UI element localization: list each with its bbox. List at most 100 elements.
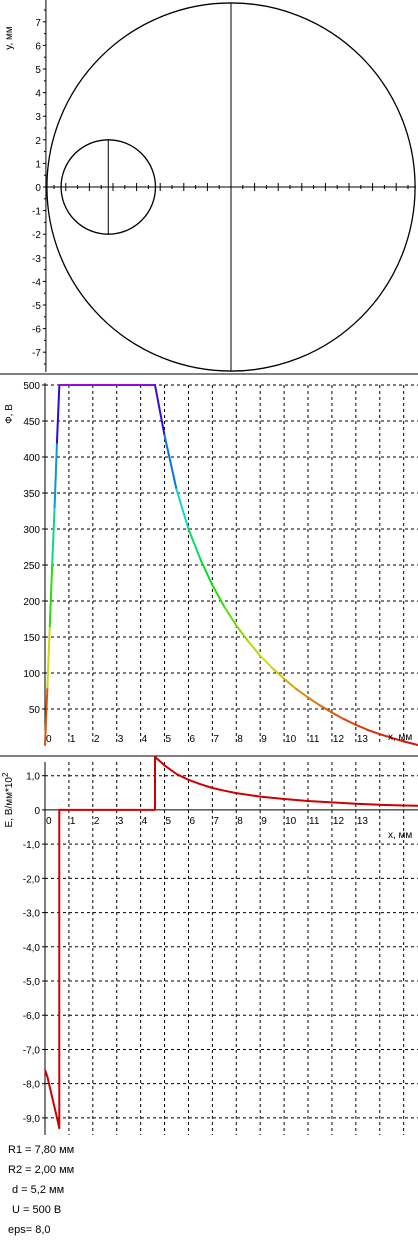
potential-x-tick-label: 7 [213, 734, 219, 745]
potential-series-segment [342, 718, 357, 726]
geometry-y-tick-label: -3 [32, 254, 41, 265]
potential-y-tick-label: 350 [23, 489, 40, 500]
potential-series-segment [259, 654, 274, 669]
geometry-y-tick-label: 5 [35, 65, 41, 76]
field-y-tick-label: -5,0 [23, 977, 41, 988]
field-y-tick-label: 0 [34, 806, 40, 817]
field-y-tick-label: -6,0 [23, 1011, 41, 1022]
potential-series-segment [48, 564, 54, 628]
field-y-tick-label: -1,0 [23, 840, 41, 851]
potential-series-segment [199, 558, 214, 587]
geometry-y-tick-label: 0 [35, 183, 41, 194]
potential-series-segment [378, 733, 393, 739]
potential-y-tick-label: 200 [23, 597, 40, 608]
field-y-tick-label: -4,0 [23, 943, 41, 954]
potential-y-tick-label: 500 [23, 381, 40, 392]
field-x-axis-label: x, мм [388, 830, 412, 841]
field-x-tick-label: 7 [213, 816, 219, 827]
inner-circle [60, 139, 157, 235]
geometry-y-tick-label: -5 [32, 301, 41, 312]
potential-series-segment [163, 434, 178, 491]
field-x-tick-label: 10 [285, 816, 297, 827]
field-x-tick-label: 6 [189, 816, 195, 827]
field-x-tick-label: 9 [261, 816, 267, 827]
field-series-line-path [44, 755, 418, 1130]
field-x-tick-label: 5 [166, 816, 172, 827]
field-x-tick-label: 12 [333, 816, 345, 827]
potential-series-segment [402, 740, 418, 746]
field-y-tick-label: -3,0 [23, 909, 41, 920]
potential-series-segment [153, 384, 166, 437]
potential-series-segment [283, 677, 298, 690]
field-y-axis-label: E, В/мм*102 [1, 772, 15, 827]
potential-series-segment [187, 528, 202, 561]
field-y-tick-label: -8,0 [23, 1080, 41, 1091]
potential-series-segment [235, 624, 250, 643]
potential-x-tick-label: 6 [189, 734, 195, 745]
potential-y-axis-label: Ф, В [4, 404, 15, 424]
param-d: d = 5,2 мм [12, 1184, 65, 1196]
potential-y-tick-label: 150 [23, 633, 40, 644]
geometry-plot: y, мм 7 6 5 4 3 2 1 0 -1 -2 -3 -4 -5 -6 -7 [0, 0, 418, 372]
potential-series-segment [318, 704, 333, 714]
potential-series-segment [55, 384, 61, 444]
field-y-tick-label: -2,0 [23, 874, 41, 885]
potential-x-tick-label: 10 [285, 734, 297, 745]
parameters-panel: R1 = 7,80 мм R2 = 2,00 мм d = 5,2 мм U =… [8, 1140, 74, 1240]
geometry-plot-background [0, 0, 418, 372]
field-x-tick-label: 2 [94, 816, 100, 827]
geometry-y-tick-label: -1 [32, 207, 41, 218]
outer-circle [46, 2, 416, 372]
potential-series-segment [44, 686, 49, 746]
potential-x-tick-label: 5 [166, 734, 172, 745]
potential-series-segment [46, 625, 51, 689]
potential-series-segment [175, 488, 190, 530]
potential-x-tick-label: 3 [118, 734, 124, 745]
potential-series-segment [223, 605, 238, 627]
geometry-y-tick-label: -2 [32, 230, 41, 241]
potential-y-tick-label: 100 [23, 669, 40, 680]
potential-series-segment [330, 711, 345, 721]
field-y-tick-label: -9,0 [23, 1114, 41, 1125]
potential-x-tick-label: 13 [357, 734, 369, 745]
geometry-y-tick-label: 2 [35, 136, 41, 147]
potential-x-tick-label: 1 [70, 734, 76, 745]
potential-series-segment [307, 696, 321, 707]
field-x-tick-label: 3 [118, 816, 124, 827]
geometry-y-axis-label: y, мм [4, 26, 15, 50]
potential-series-line [44, 384, 418, 746]
field-tick-labels: 1,0 0 -1,0 -2,0 -3,0 -4,0 -5,0 -6,0 -7,0 -8,0 -9,0… [23, 772, 369, 1125]
field-chart: 1,0 0 -1,0 -2,0 -3,0 -4,0 -5,0 -6,0 -7,0 -8,0 -9,0… [1, 755, 418, 1135]
potential-series-segment [51, 506, 56, 566]
potential-y-tick-label: 450 [23, 417, 40, 428]
param-r2: R2 = 2,00 мм [8, 1164, 75, 1176]
field-x-tick-label: 4 [142, 816, 148, 827]
potential-series-segment [271, 666, 286, 680]
potential-x-tick-label: 9 [261, 734, 267, 745]
potential-x-tick-label: 2 [94, 734, 100, 745]
potential-y-tick-label: 400 [23, 453, 40, 464]
field-y-tick-label: -7,0 [23, 1045, 41, 1056]
geometry-y-tick-label: 6 [35, 41, 41, 52]
potential-series-segment [53, 441, 58, 509]
potential-x-axis-label: x, мм [388, 732, 412, 743]
field-x-tick-label: 1 [70, 816, 76, 827]
geometry-axes: 7 6 5 4 3 2 1 0 -1 -2 -3 -4 -5 -6 -7 [32, 0, 417, 372]
param-r1: R1 = 7,80 мм [8, 1144, 75, 1156]
potential-y-tick-label: 300 [23, 525, 40, 536]
potential-series-segment [247, 640, 262, 657]
field-x-tick-label: 0 [46, 816, 52, 827]
potential-series-segment [211, 584, 226, 608]
geometry-y-tick-label: 7 [35, 18, 41, 29]
geometry-y-tick-label: 1 [35, 159, 41, 170]
potential-series-segment [366, 728, 381, 736]
geometry-y-tick-label: -7 [32, 348, 41, 359]
potential-x-tick-label: 8 [237, 734, 243, 745]
param-u: U = 500 В [12, 1204, 62, 1216]
geometry-y-tick-label: -4 [32, 277, 41, 288]
geometry-y-tick-label: -6 [32, 325, 41, 336]
potential-x-tick-label: 11 [309, 734, 320, 745]
geometry-y-tick-label: 4 [35, 89, 41, 100]
